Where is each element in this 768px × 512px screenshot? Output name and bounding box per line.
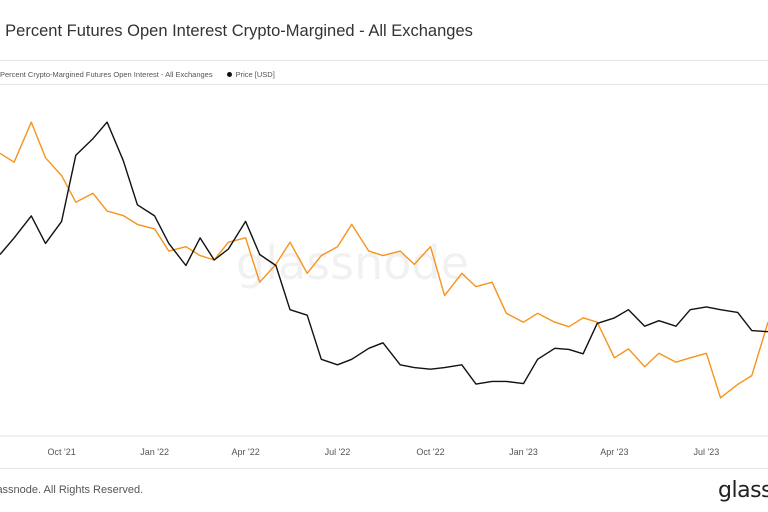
series-line-price: [0, 121, 768, 385]
legend-dot-price: [226, 72, 232, 77]
copyright-text: lassnode. All Rights Reserved.: [0, 484, 144, 496]
x-tick-label: Apr '22: [231, 447, 259, 457]
x-tick-label: Jan '22: [140, 447, 169, 457]
x-tick-label: Apr '23: [600, 447, 628, 457]
glassnode-logo: glass: [718, 478, 768, 503]
legend-divider: [0, 84, 768, 85]
legend-label-open-interest: Percent Crypto-Margined Futures Open Int…: [0, 70, 213, 79]
footer-divider: [0, 468, 768, 469]
chart-title: : Percent Futures Open Interest Crypto-M…: [0, 22, 473, 40]
x-tick-label: Oct '22: [416, 447, 444, 457]
series-line-open-interest: [0, 121, 768, 399]
legend-item-open-interest[interactable]: Percent Crypto-Margined Futures Open Int…: [0, 70, 213, 79]
watermark: glassnode: [236, 236, 469, 290]
x-axis-ticks: Oct '21 Jan '22 Apr '22 Jul '22 Oct '22 Jan '…: [47, 447, 719, 457]
x-tick-label: Jul '23: [694, 447, 720, 457]
legend-label-price: Price [USD]: [235, 70, 275, 79]
legend-item-price[interactable]: Price [USD]: [226, 70, 275, 79]
header-divider: [0, 60, 768, 61]
x-tick-label: Jul '22: [325, 447, 351, 457]
x-tick-label: Oct '21: [47, 447, 75, 457]
x-tick-label: Jan '23: [509, 447, 538, 457]
chart-plot: Oct '21 Jan '22 Apr '22 Jul '22 Oct '22 Jan '…: [0, 121, 768, 457]
legend: Percent Crypto-Margined Futures Open Int…: [0, 70, 289, 79]
